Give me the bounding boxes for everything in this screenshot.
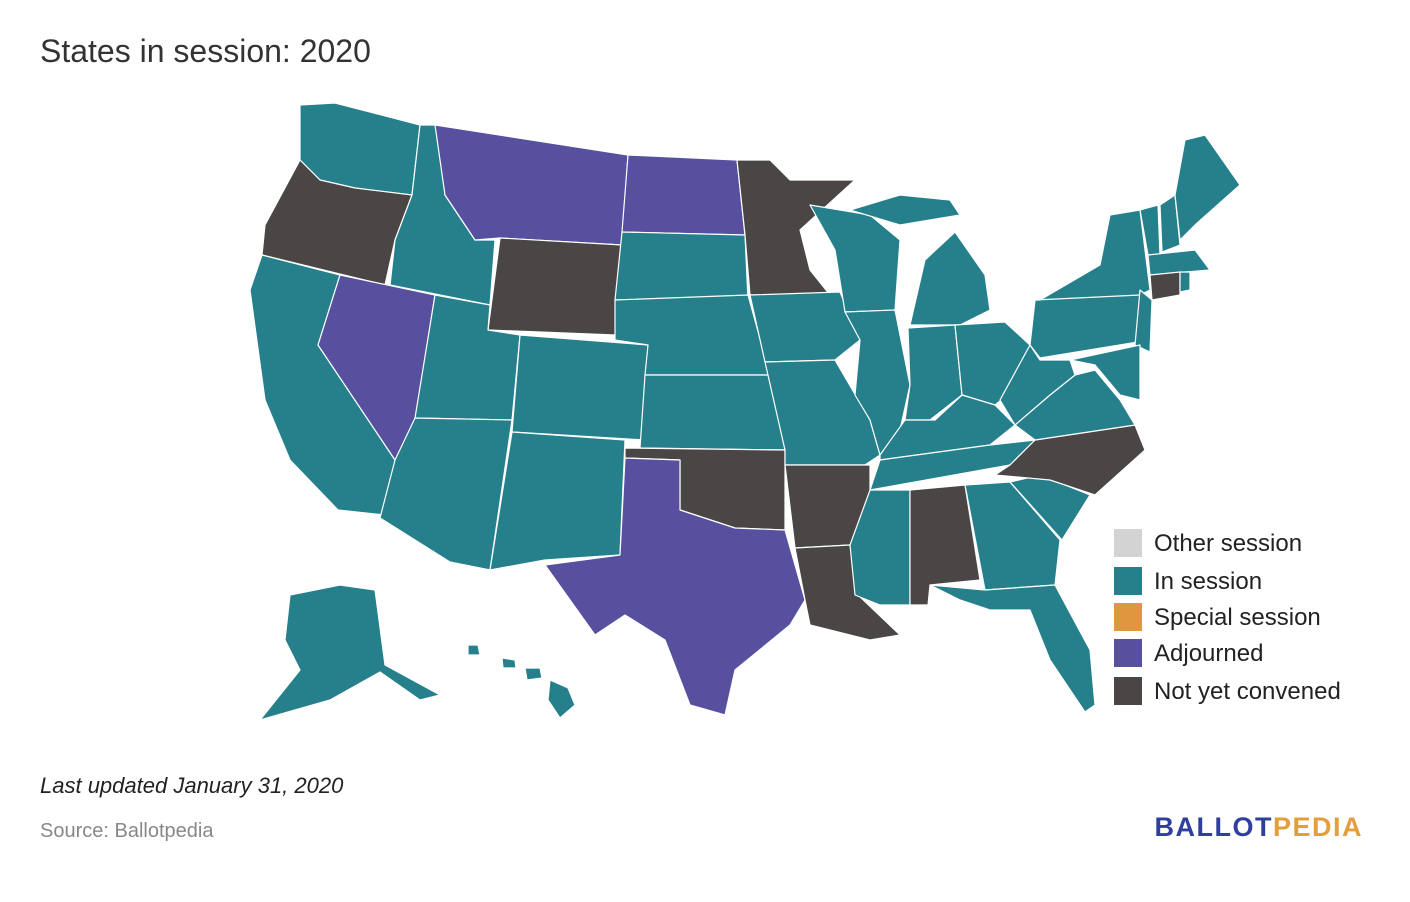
legend-label: Adjourned [1154, 640, 1263, 667]
legend-swatch [1114, 639, 1142, 667]
state [1034, 209, 1151, 301]
state [964, 481, 1061, 591]
legend: Other session In session Special session Ad… [1114, 529, 1341, 705]
state [487, 237, 623, 336]
state [736, 159, 856, 296]
state [909, 231, 991, 326]
logo-second: PEDIA [1273, 812, 1363, 842]
state [524, 667, 543, 681]
legend-swatch [1114, 529, 1142, 557]
state [1159, 194, 1181, 253]
logo-first: BALLOT [1154, 812, 1272, 842]
state [379, 417, 513, 571]
state [621, 154, 746, 236]
us-map [249, 102, 1241, 721]
legend-label: In session [1154, 568, 1262, 595]
legend-label: Special session [1154, 604, 1321, 631]
state [849, 194, 961, 226]
legend-label: Other session [1154, 530, 1302, 557]
state [1174, 134, 1241, 241]
state [929, 584, 1096, 713]
state [511, 334, 649, 441]
legend-swatch [1114, 603, 1142, 631]
source: Source: Ballotpedia [40, 820, 214, 842]
state [994, 424, 1146, 496]
state [467, 644, 481, 656]
state [489, 431, 626, 571]
state [1149, 271, 1181, 301]
state [544, 457, 806, 716]
legend-swatch [1114, 677, 1142, 705]
state [1147, 249, 1211, 276]
state [639, 374, 786, 451]
state [547, 679, 576, 719]
state [749, 291, 861, 363]
title: States in session: 2020 [40, 33, 371, 69]
state [259, 584, 441, 721]
state [1179, 271, 1191, 293]
state [1134, 289, 1153, 353]
legend-label: Not yet convened [1154, 678, 1341, 705]
updated-note: Last updated January 31, 2020 [40, 773, 344, 798]
state [614, 231, 749, 301]
state [764, 359, 881, 466]
state [501, 657, 517, 669]
state [1069, 344, 1141, 401]
legend-swatch [1114, 567, 1142, 595]
logo: BALLOTPEDIA [1154, 812, 1363, 842]
